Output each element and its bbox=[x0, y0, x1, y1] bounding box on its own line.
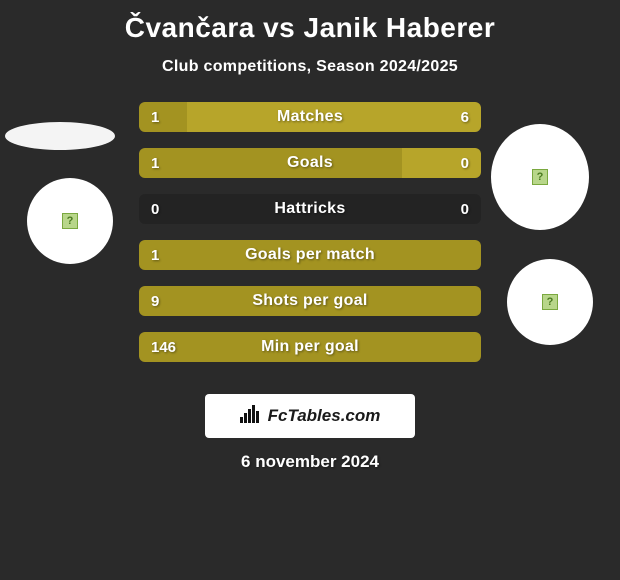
source-badge-text: FcTables.com bbox=[268, 406, 381, 426]
placeholder-icon: ? bbox=[542, 294, 558, 310]
stat-row: Goals1 0 bbox=[139, 148, 481, 178]
stat-value-left: 146 bbox=[151, 332, 176, 362]
stat-label: Goals per match bbox=[139, 240, 481, 270]
stat-value-left: 0 bbox=[151, 194, 159, 224]
placeholder-icon: ? bbox=[62, 213, 78, 229]
stat-bars-container: Matches16Goals10Hattricks00Goals per mat… bbox=[139, 102, 481, 362]
stat-value-left: 1 bbox=[151, 148, 159, 178]
player1-avatar: ? bbox=[27, 178, 113, 264]
comparison-chart: Matches16Goals10Hattricks00Goals per mat… bbox=[0, 102, 620, 362]
player2-avatar-top: ? bbox=[491, 124, 589, 230]
stat-row: Matches1 6 bbox=[139, 102, 481, 132]
comparison-title: Čvančara vs Janik Haberer bbox=[0, 0, 620, 44]
source-badge: FcTables.com bbox=[205, 394, 415, 438]
placeholder-icon: ? bbox=[532, 169, 548, 185]
stat-label: Min per goal bbox=[139, 332, 481, 362]
comparison-subtitle: Club competitions, Season 2024/2025 bbox=[0, 58, 620, 76]
stat-value-left: 9 bbox=[151, 286, 159, 316]
stat-row: Min per goal146 bbox=[139, 332, 481, 362]
stat-label: Matches bbox=[139, 102, 481, 132]
stat-value-left: 1 bbox=[151, 102, 159, 132]
player1-shadow-ellipse bbox=[5, 122, 115, 150]
stat-label: Hattricks bbox=[139, 194, 481, 224]
stat-value-right: 6 bbox=[461, 102, 469, 132]
stat-value-left: 1 bbox=[151, 240, 159, 270]
chart-bars-icon bbox=[240, 405, 262, 428]
stat-value-right: 0 bbox=[461, 148, 469, 178]
stat-label: Shots per goal bbox=[139, 286, 481, 316]
comparison-date: 6 november 2024 bbox=[0, 452, 620, 472]
player2-avatar-bottom: ? bbox=[507, 259, 593, 345]
stat-value-right: 0 bbox=[461, 194, 469, 224]
stat-row: Shots per goal9 bbox=[139, 286, 481, 316]
stat-row: Goals per match1 bbox=[139, 240, 481, 270]
stat-label: Goals bbox=[139, 148, 481, 178]
stat-row: Hattricks0 0 bbox=[139, 194, 481, 224]
